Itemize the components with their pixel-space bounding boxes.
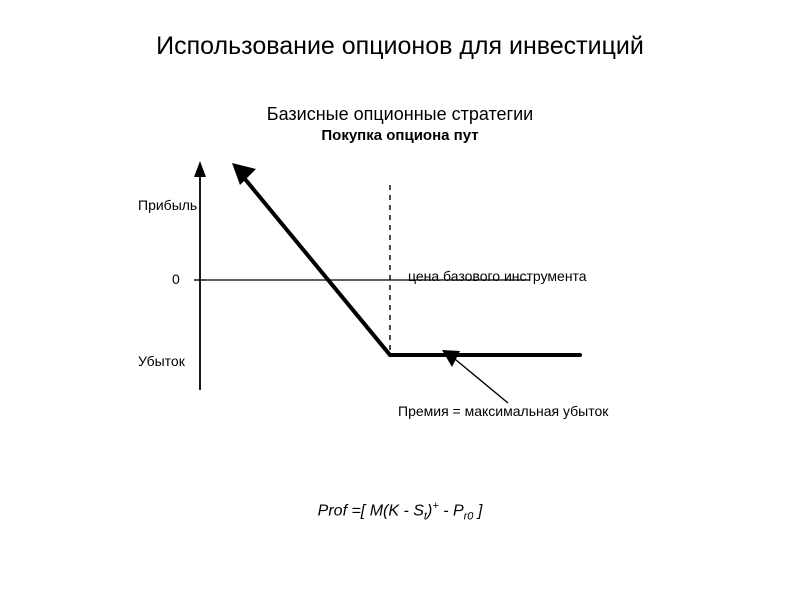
payoff-chart: Прибыль 0 Убыток цена базового инструмен…: [110, 155, 650, 435]
label-xaxis: цена базового инструмента: [408, 268, 587, 284]
label-zero: 0: [172, 271, 180, 287]
label-premium: Премия = максимальная убыток: [398, 403, 608, 419]
label-profit: Прибыль: [138, 197, 197, 213]
profit-formula: Prof =[ M(K - St)+ - Pr0 ]: [0, 500, 800, 523]
label-loss: Убыток: [138, 353, 185, 369]
slide: Использование опционов для инвестиций Ба…: [0, 0, 800, 600]
slide-title: Использование опционов для инвестиций: [0, 32, 800, 61]
slide-subtitle-2: Покупка опциона пут: [0, 127, 800, 144]
slide-subtitle-1: Базисные опционные стратегии: [0, 104, 800, 125]
